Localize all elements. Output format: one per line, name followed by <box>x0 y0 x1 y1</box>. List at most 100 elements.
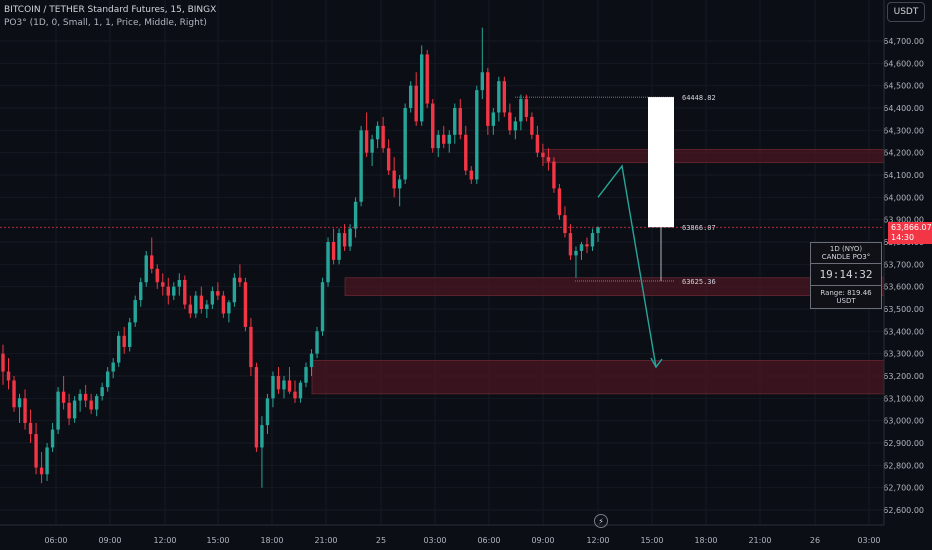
candle-body <box>28 422 33 435</box>
candle-body <box>6 371 11 381</box>
candle-body <box>541 152 545 158</box>
time-tick-label: 06:00 <box>477 536 500 545</box>
time-tick-label: 18:00 <box>260 536 283 545</box>
candle-body <box>397 179 402 189</box>
candle-body <box>172 286 176 296</box>
candle-body <box>150 255 154 269</box>
candle-body <box>210 291 215 305</box>
candle-body <box>232 277 237 303</box>
candle-body <box>177 279 181 287</box>
candle-body <box>326 242 330 283</box>
price-axis: 64,700.00 64,600.00 64,500.00 64,400.00 64,3… <box>883 0 924 525</box>
time-tick-label: 09:00 <box>98 536 121 545</box>
candle-body <box>1 353 5 372</box>
price-tick-label: 63,700.00 <box>883 260 924 269</box>
candle-body <box>89 400 93 410</box>
price-tick-label: 64,400.00 <box>883 104 924 113</box>
candle-body <box>238 277 242 283</box>
currency-button[interactable]: USDT <box>887 2 925 22</box>
candle-body <box>535 134 540 153</box>
candle-body <box>502 81 507 113</box>
price-tick-label: 62,900.00 <box>883 439 924 448</box>
candle-body <box>287 380 292 392</box>
candle-body <box>464 134 468 171</box>
candle-body <box>420 54 424 122</box>
candle-body <box>337 233 341 260</box>
candle-body <box>508 112 512 131</box>
projection-arrowhead <box>650 357 663 369</box>
time-tick-label: 03:00 <box>423 536 446 545</box>
candle-body <box>144 255 148 283</box>
candle-body <box>447 134 451 144</box>
candle-body <box>100 387 104 397</box>
candle-body <box>579 244 584 251</box>
candle-body <box>249 326 253 368</box>
price-tick-label: 63,300.00 <box>883 350 924 359</box>
time-tick-label: 26 <box>810 536 820 545</box>
candle-body <box>105 371 110 388</box>
candle-body <box>364 130 369 153</box>
candle-body <box>61 391 66 403</box>
candle-body <box>122 335 126 347</box>
candle-body <box>56 391 60 430</box>
projection-path <box>597 164 657 368</box>
current-price-tag: 63,866.07 14:30 <box>888 222 932 244</box>
candle-body <box>116 335 121 363</box>
price-tick-label: 63,500.00 <box>883 305 924 314</box>
candle-body <box>45 447 49 475</box>
time-tick-label: 25 <box>376 536 386 545</box>
time-tick-label: 21:00 <box>314 536 337 545</box>
indicator-title[interactable]: PO3° (1D, 0, Small, 1, 1, Price, Middle,… <box>4 18 207 28</box>
candle-body <box>94 396 99 410</box>
candle-body <box>155 268 159 283</box>
chart-grid <box>0 0 884 525</box>
time-tick-label: 15:00 <box>206 536 229 545</box>
candle-body <box>370 139 374 153</box>
candle-body <box>342 233 347 247</box>
bolt-icon[interactable]: ⚡ <box>594 514 608 528</box>
liquidity-zone <box>311 360 885 395</box>
candle-body <box>348 228 352 247</box>
candle-body <box>596 227 600 234</box>
candle-body <box>293 391 297 399</box>
candle-body <box>320 282 325 332</box>
chart-zones <box>311 148 885 395</box>
price-tick-label: 64,300.00 <box>883 126 924 135</box>
time-axis: 06:00 09:00 12:00 15:00 18:00 21:00 25 03:00 06:… <box>0 524 884 545</box>
candle-body <box>161 282 165 287</box>
candle-body <box>72 400 77 419</box>
price-tick-label: 64,100.00 <box>883 171 924 180</box>
time-tick-label: 12:00 <box>153 536 176 545</box>
candle-body <box>254 367 259 448</box>
candle-timer: 19:14:32 <box>811 264 881 286</box>
symbol-title[interactable]: BITCOIN / TETHER Standard Futures, 15, B… <box>4 5 217 15</box>
chart-legend: BITCOIN / TETHER Standard Futures, 15, B… <box>4 4 216 30</box>
candle-body <box>23 398 27 423</box>
time-tick-label: 06:00 <box>44 536 67 545</box>
candle-body <box>39 467 44 475</box>
candle-body <box>563 215 567 234</box>
candle-body <box>425 54 429 104</box>
candle-body <box>78 393 82 401</box>
candle-body <box>497 81 501 113</box>
price-tick-label: 64,200.00 <box>883 149 924 158</box>
candle-body <box>458 108 462 135</box>
candle-body <box>574 250 578 256</box>
candle-body <box>205 304 209 309</box>
candle-body <box>17 398 22 408</box>
candle-body <box>183 279 187 305</box>
candle-body <box>475 90 479 180</box>
candle-body <box>392 170 396 189</box>
candle-body <box>375 125 380 140</box>
candle-panel-header: 1D (NYO) CANDLE PO3° <box>811 243 881 264</box>
candle-body <box>111 362 115 372</box>
chart-overlays: 64448.82 63866.07 63625.36 <box>0 94 884 369</box>
candle-body <box>524 99 529 117</box>
candle-body <box>469 170 473 180</box>
candle-body <box>442 134 446 144</box>
level-label: 63866.07 <box>682 224 716 232</box>
candle-body <box>590 233 595 247</box>
candle-body <box>67 402 71 419</box>
candle-body <box>436 134 440 149</box>
